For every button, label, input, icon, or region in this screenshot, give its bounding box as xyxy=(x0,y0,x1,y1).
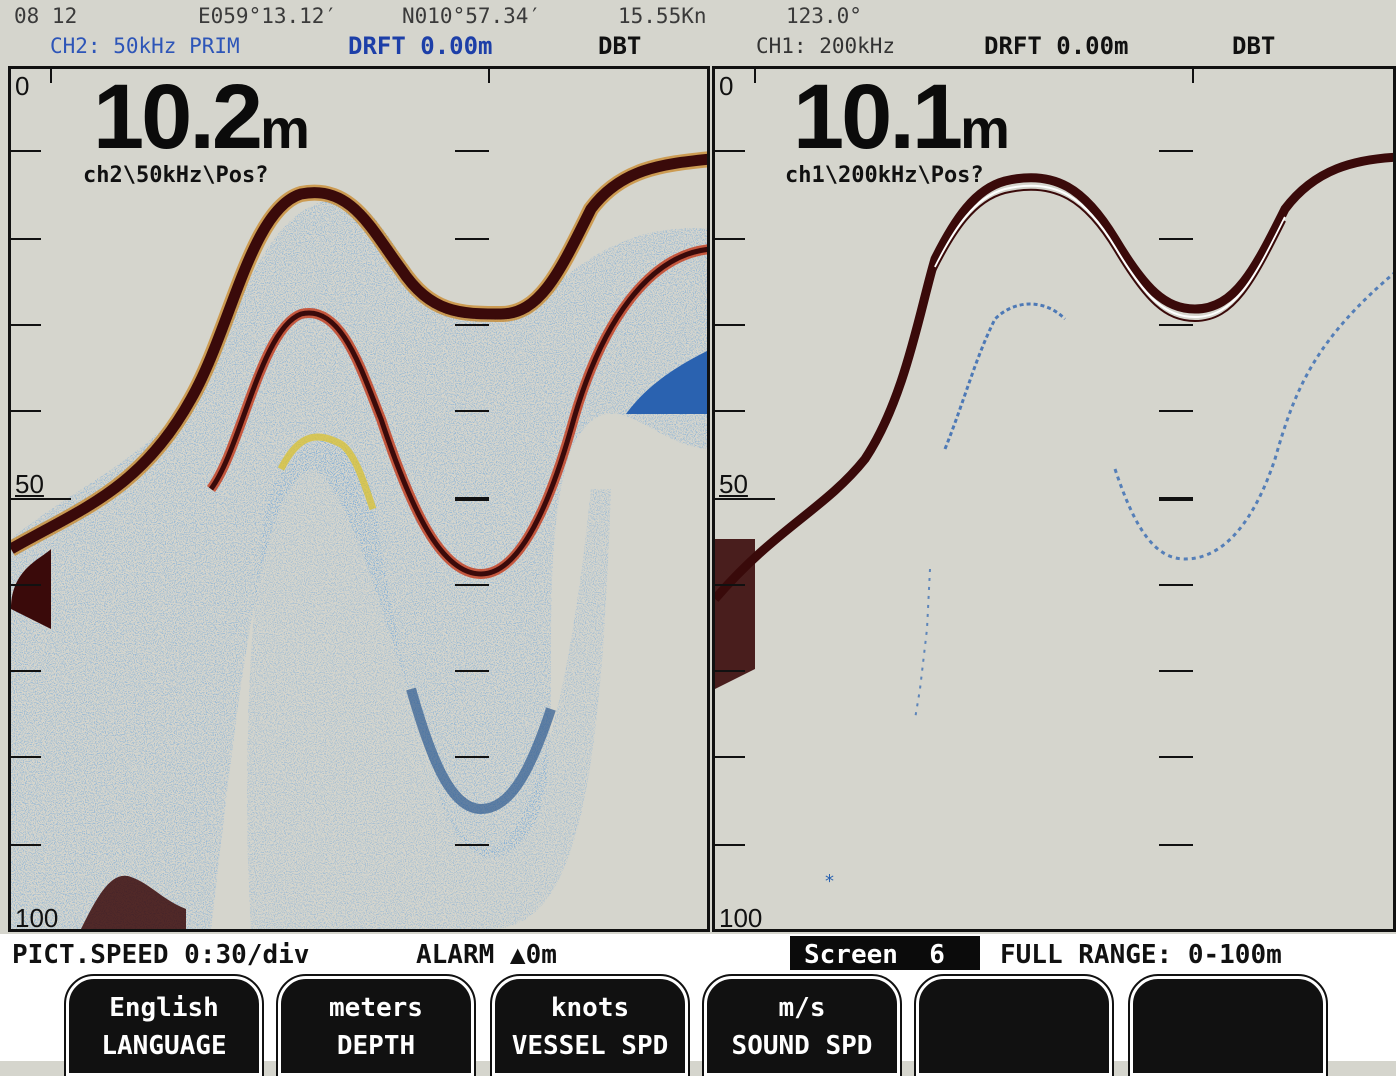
right-scale-bottom: 100 xyxy=(719,903,763,932)
right-echogram: * xyxy=(715,69,1393,892)
left-echogram xyxy=(11,69,707,929)
softkey-depth-label: DEPTH xyxy=(336,1031,416,1061)
right-scale-mid: 50 xyxy=(719,469,748,499)
right-draft: DRFT 0.00m xyxy=(984,32,1129,60)
softkey-sound-speed-value: m/s xyxy=(778,993,826,1023)
softkey-depth-value: meters xyxy=(329,993,423,1023)
left-channel-freq: CH2: 50kHz PRIM xyxy=(50,34,240,58)
softkey-sound-speed-label: SOUND SPD xyxy=(731,1031,873,1061)
right-scale-top: 0 xyxy=(719,71,734,101)
left-scatter-inner xyxy=(247,440,611,929)
right-depth-unit: m xyxy=(960,97,1010,160)
top-status-bar xyxy=(0,0,1396,64)
left-third-echo xyxy=(277,433,377,511)
softkey-language-label: LANGUAGE xyxy=(101,1031,227,1061)
svg-text:*: * xyxy=(825,871,834,892)
latitude-readout: N010°57.34′ xyxy=(402,4,542,28)
right-mode: DBT xyxy=(1232,32,1276,60)
left-scale-mid: 50 xyxy=(15,469,44,499)
screen-badge[interactable]: Screen 6 xyxy=(790,936,980,970)
softkey-sound-speed[interactable]: m/s SOUND SPD xyxy=(702,974,902,1076)
pict-speed: PICT.SPEED 0:30/div xyxy=(12,940,310,970)
heading-readout: 123.0° xyxy=(786,4,862,28)
left-scale-top: 0 xyxy=(15,71,30,101)
left-echogram-panel[interactable]: 10.2m ch2\50kHz\Pos? 0 50 100 xyxy=(8,66,710,932)
full-range: FULL RANGE: 0-100m xyxy=(1000,940,1282,970)
left-source-label: ch2\50kHz\Pos? xyxy=(83,163,269,188)
left-lower-echo xyxy=(406,687,556,815)
right-bottom-echo xyxy=(715,152,1393,602)
alarm-status: ALARM ▲0m xyxy=(416,940,557,970)
right-source-label: ch1\200kHz\Pos? xyxy=(785,163,984,188)
softkey-empty-6[interactable] xyxy=(1128,974,1328,1076)
left-mode: DBT xyxy=(598,32,642,60)
right-depth-readout: 10.1m xyxy=(793,71,1010,163)
left-depth-value: 10.2 xyxy=(93,66,263,168)
right-second-echo xyxy=(943,302,1067,450)
softkey-empty-5[interactable] xyxy=(914,974,1114,1076)
left-depth-readout: 10.2m xyxy=(93,71,310,163)
softkey-vessel-speed-label: VESSEL SPD xyxy=(511,1031,669,1061)
left-draft: DRFT 0.00m xyxy=(348,32,493,60)
longitude-readout: E059°13.12′ xyxy=(198,4,338,28)
right-echogram-panel[interactable]: * 10.1m ch1\200kHz\Pos? 0 50 100 xyxy=(712,66,1396,932)
softkey-vessel-speed[interactable]: knots VESSEL SPD xyxy=(490,974,690,1076)
softkey-depth[interactable]: meters DEPTH xyxy=(276,974,476,1076)
time-readout: 08 12 xyxy=(14,4,78,28)
right-depth-value: 10.1 xyxy=(793,66,963,168)
softkey-language[interactable]: English LANGUAGE xyxy=(64,974,264,1076)
left-scale-bottom: 100 xyxy=(15,903,59,932)
speed-readout: 15.55Kn xyxy=(618,4,707,28)
softkey-vessel-speed-value: knots xyxy=(550,993,630,1023)
right-channel-freq: CH1: 200kHz xyxy=(756,34,896,58)
left-depth-unit: m xyxy=(260,97,310,160)
softkey-language-value: English xyxy=(109,993,219,1023)
